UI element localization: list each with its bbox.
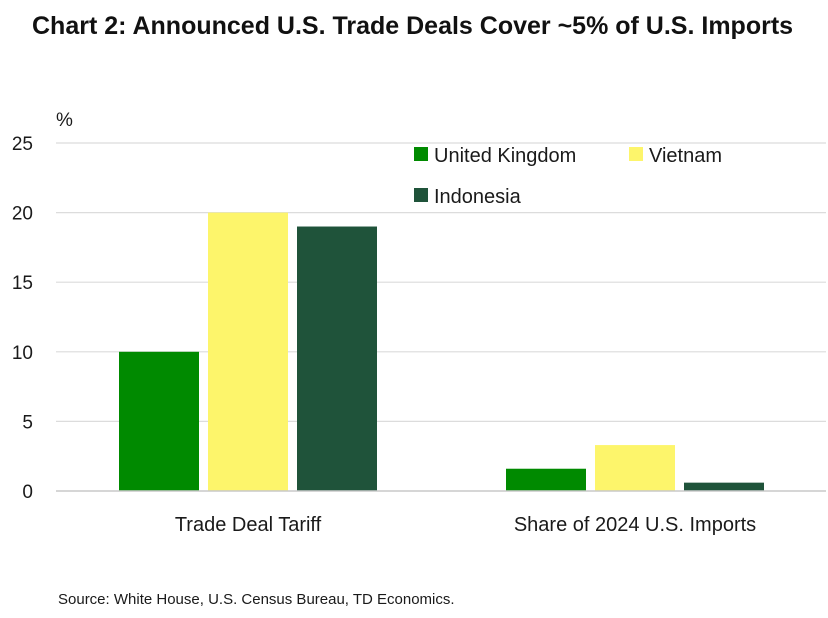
x-category-label: Share of 2024 U.S. Imports [514, 514, 756, 536]
y-tick-label: 15 [12, 273, 33, 294]
y-axis-ticks: 0 5 10 15 20 25 [12, 134, 33, 503]
y-tick-label: 25 [12, 134, 33, 155]
x-category-label: Trade Deal Tariff [175, 514, 322, 536]
bar-vietnam [208, 212, 288, 491]
bar-indonesia [297, 226, 377, 491]
legend-label: United Kingdom [434, 145, 576, 167]
bar-indonesia [684, 482, 764, 491]
legend-swatch [414, 188, 428, 202]
chart-title: Chart 2: Announced U.S. Trade Deals Cove… [32, 12, 794, 40]
bar-united-kingdom [506, 468, 586, 491]
legend: United Kingdom Vietnam Indonesia [414, 145, 722, 208]
legend-label: Indonesia [434, 186, 522, 208]
y-tick-label: 5 [22, 412, 33, 433]
bar-united-kingdom [119, 351, 199, 491]
y-tick-label: 10 [12, 343, 33, 364]
source-note: Source: White House, U.S. Census Bureau,… [58, 591, 455, 608]
bar-vietnam [595, 445, 675, 491]
legend-swatch [629, 147, 643, 161]
y-tick-label: 0 [22, 482, 33, 503]
legend-swatch [414, 147, 428, 161]
category-labels: Trade Deal Tariff Share of 2024 U.S. Impo… [175, 514, 756, 536]
bars [119, 212, 764, 491]
y-axis-unit-label: % [56, 110, 73, 131]
y-tick-label: 20 [12, 204, 33, 225]
legend-label: Vietnam [649, 145, 722, 167]
